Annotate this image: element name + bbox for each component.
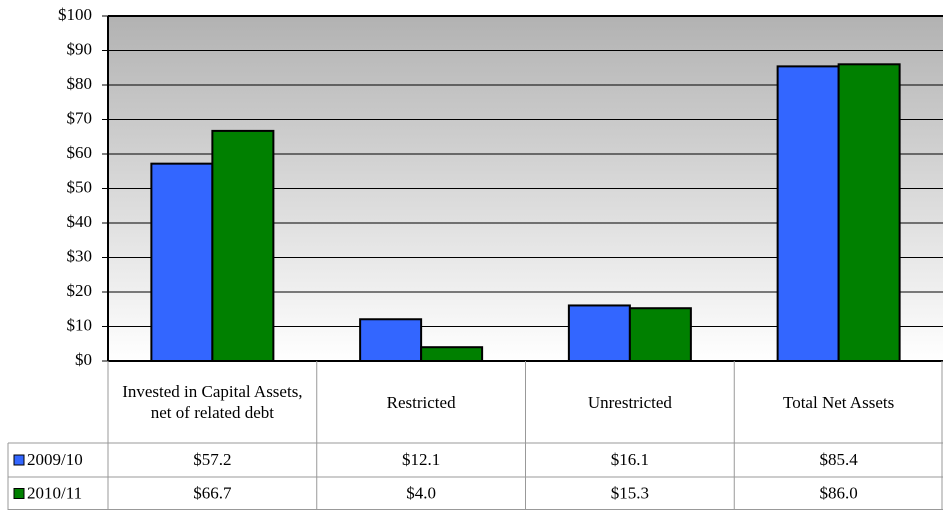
table-value: $4.0 [406, 483, 436, 502]
y-tick-label: $80 [67, 74, 93, 93]
category-cell: Total Net Assets [783, 392, 895, 412]
y-tick-label: $60 [67, 143, 93, 162]
y-tick-label: $100 [58, 5, 92, 24]
category-cell: Restricted [386, 392, 456, 412]
bar [567, 304, 631, 362]
y-tick-label: $10 [67, 315, 93, 334]
table-value: $85.4 [820, 450, 859, 469]
x-tick-label: Invested in Capital Assets, net of relat… [122, 382, 303, 422]
table-value: $57.2 [193, 450, 231, 469]
y-tick-label: $0 [75, 350, 92, 369]
table-value: $86.0 [820, 483, 858, 502]
bar [837, 63, 901, 363]
legend-label: 2009/10 [27, 450, 83, 469]
x-tick-label: Total Net Assets [783, 392, 895, 412]
legend-label: 2010/11 [27, 483, 82, 502]
bar [776, 65, 840, 363]
legend-swatch [13, 488, 25, 499]
table-value: $15.3 [611, 483, 649, 502]
x-tick-label: Restricted [386, 392, 456, 412]
category-cell: Unrestricted [587, 392, 672, 412]
y-tick-label: $90 [67, 39, 93, 58]
y-tick-label: $20 [67, 281, 93, 300]
y-tick-label: $40 [67, 212, 93, 231]
bar [211, 129, 275, 362]
bar [150, 162, 214, 362]
category-cell: Invested in Capital Assets, net of relat… [122, 382, 303, 422]
table-value: $12.1 [402, 450, 440, 469]
y-tick-label: $50 [67, 177, 93, 196]
legend-swatch [13, 454, 25, 466]
bar [420, 346, 484, 363]
x-tick-label: Unrestricted [587, 392, 672, 412]
table-value: $66.7 [193, 483, 232, 502]
bar [628, 307, 692, 362]
bar [359, 318, 423, 363]
y-tick-label: $70 [67, 108, 93, 127]
table-value: $16.1 [611, 450, 649, 469]
y-tick-label: $30 [67, 246, 93, 265]
